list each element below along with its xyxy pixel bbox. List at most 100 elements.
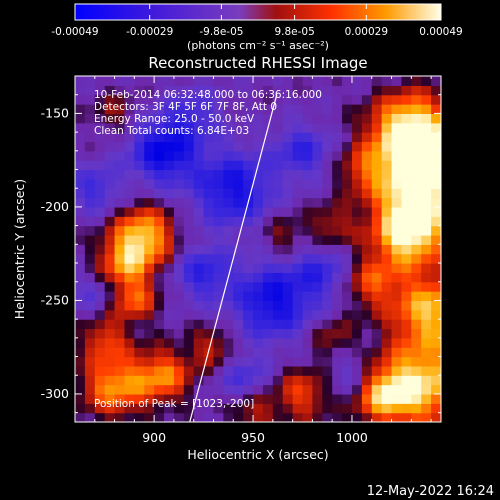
heatmap-cell: [381, 225, 393, 236]
heatmap-cell: [233, 150, 244, 161]
heatmap-cell: [84, 300, 96, 311]
heatmap-cell: [124, 141, 135, 152]
heatmap-cell: [391, 85, 403, 96]
heatmap-cell: [75, 85, 86, 96]
heatmap-cell: [193, 365, 205, 376]
heatmap-cell: [312, 412, 323, 422]
heatmap-cell: [401, 85, 412, 96]
heatmap-cell: [104, 206, 116, 217]
heatmap-cell: [401, 281, 412, 292]
heatmap-cell: [411, 85, 422, 96]
heatmap-cell: [262, 375, 274, 386]
heatmap-cell: [262, 403, 274, 414]
heatmap-cell: [253, 309, 264, 320]
heatmap-cell: [361, 337, 373, 348]
heatmap-cell: [322, 113, 333, 124]
heatmap-cell: [431, 234, 441, 245]
heatmap-cell: [351, 122, 363, 133]
heatmap-cell: [164, 94, 175, 105]
heatmap-cell: [183, 178, 195, 189]
heatmap-cell: [282, 225, 294, 236]
heatmap-cell: [351, 188, 363, 199]
heatmap-cell: [272, 291, 284, 302]
heatmap-cell: [193, 94, 205, 105]
heatmap-cell: [114, 244, 126, 255]
heatmap-cell: [332, 403, 343, 414]
heatmap-cell: [262, 328, 274, 339]
heatmap-cell: [213, 244, 224, 255]
heatmap-cell: [114, 141, 126, 152]
heatmap-cell: [183, 291, 195, 302]
heatmap-cell: [233, 263, 244, 273]
heatmap-cell: [104, 244, 116, 255]
heatmap-cell: [173, 347, 185, 358]
heatmap-cell: [144, 365, 155, 376]
heatmap-cell: [312, 104, 323, 114]
heatmap-cell: [75, 160, 86, 171]
heatmap-cell: [104, 216, 116, 227]
heatmap-cell: [332, 104, 343, 114]
heatmap-cell: [332, 225, 343, 236]
heatmap-cell: [124, 206, 135, 217]
heatmap-cell: [253, 122, 264, 133]
heatmap-cell: [173, 113, 185, 124]
heatmap-cell: [431, 328, 441, 339]
heatmap-cell: [134, 281, 145, 292]
heatmap-cell: [351, 216, 363, 227]
heatmap-cell: [302, 197, 313, 208]
heatmap-cell: [233, 122, 244, 133]
heatmap-cell: [292, 160, 304, 171]
heatmap-cell: [381, 403, 393, 414]
heatmap-cell: [233, 375, 244, 386]
heatmap-cell: [253, 300, 264, 311]
heatmap-cell: [421, 94, 432, 105]
heatmap-cell: [312, 76, 323, 86]
heatmap-cell: [243, 291, 254, 302]
heatmap-cell: [173, 178, 185, 189]
heatmap-cell: [411, 132, 422, 143]
heatmap-cell: [272, 122, 284, 133]
heatmap-cell: [401, 225, 412, 236]
heatmap-cell: [391, 132, 403, 143]
heatmap-cell: [292, 356, 304, 367]
heatmap-cell: [144, 234, 155, 245]
heatmap-cell: [243, 272, 254, 283]
heatmap-cell: [342, 178, 353, 189]
heatmap-cell: [243, 169, 254, 180]
heatmap-cell: [302, 76, 313, 86]
heatmap-cell: [322, 365, 333, 376]
heatmap-cell: [84, 216, 96, 227]
heatmap-cell: [104, 104, 116, 114]
heatmap-cell: [262, 188, 274, 199]
heatmap-cell: [114, 76, 126, 86]
heatmap-cell: [401, 328, 412, 339]
heatmap-cell: [183, 85, 195, 96]
heatmap-cell: [312, 150, 323, 161]
heatmap-cell: [213, 76, 224, 86]
heatmap-cell: [183, 76, 195, 86]
heatmap-cell: [104, 178, 116, 189]
heatmap-cell: [401, 300, 412, 311]
heatmap-cell: [421, 244, 432, 255]
heatmap-cell: [351, 234, 363, 245]
heatmap-cell: [134, 337, 145, 348]
heatmap-cell: [342, 291, 353, 302]
heatmap-cell: [94, 244, 106, 255]
heatmap-cell: [144, 347, 155, 358]
heatmap-cell: [332, 113, 343, 124]
heatmap-cell: [351, 403, 363, 414]
heatmap-cell: [154, 132, 165, 143]
heatmap-cell: [272, 337, 284, 348]
heatmap-cell: [262, 244, 274, 255]
heatmap-cell: [94, 384, 106, 395]
heatmap-cell: [193, 113, 205, 124]
heatmap-cell: [233, 337, 244, 348]
heatmap-cell: [94, 225, 106, 236]
heatmap-cell: [302, 188, 313, 199]
heatmap-cell: [292, 337, 304, 348]
heatmap-cell: [243, 160, 254, 171]
heatmap-cell: [431, 384, 441, 395]
heatmap-cell: [292, 113, 304, 124]
heatmap-cell: [114, 234, 126, 245]
heatmap-cell: [411, 328, 422, 339]
